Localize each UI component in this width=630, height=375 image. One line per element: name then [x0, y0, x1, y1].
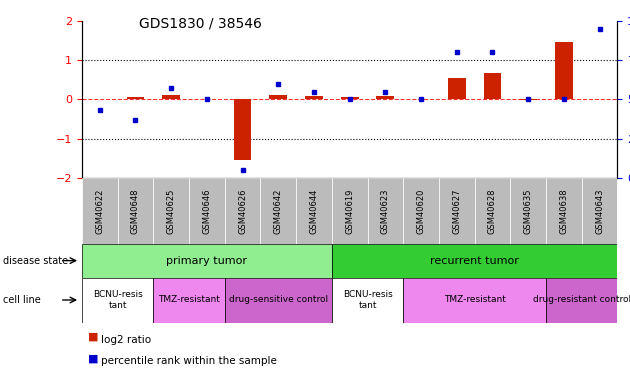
Text: drug-resistant control: drug-resistant control — [532, 296, 630, 304]
Text: GSM40625: GSM40625 — [167, 188, 176, 234]
Text: ■: ■ — [88, 332, 99, 342]
Text: GSM40626: GSM40626 — [238, 188, 247, 234]
Bar — [82, 244, 332, 278]
Text: GSM40644: GSM40644 — [309, 188, 318, 234]
Bar — [296, 178, 332, 244]
Text: GSM40620: GSM40620 — [416, 188, 425, 234]
Bar — [225, 178, 260, 244]
Text: GSM40646: GSM40646 — [202, 188, 211, 234]
Bar — [555, 42, 573, 99]
Bar — [341, 98, 358, 99]
Bar — [581, 178, 617, 244]
Text: ■: ■ — [88, 354, 99, 363]
Bar — [546, 178, 581, 244]
Text: GSM40635: GSM40635 — [524, 188, 532, 234]
Bar — [332, 178, 367, 244]
Bar — [332, 244, 617, 278]
Text: GSM40623: GSM40623 — [381, 188, 390, 234]
Text: recurrent tumor: recurrent tumor — [430, 256, 519, 266]
Bar — [260, 178, 296, 244]
Text: BCNU-resis
tant: BCNU-resis tant — [343, 290, 392, 310]
Text: TMZ-resistant: TMZ-resistant — [444, 296, 505, 304]
Bar — [153, 278, 225, 322]
Text: GSM40627: GSM40627 — [452, 188, 461, 234]
Text: TMZ-resistant: TMZ-resistant — [158, 296, 220, 304]
Bar — [118, 178, 153, 244]
Bar — [403, 278, 546, 322]
Bar — [519, 99, 537, 100]
Bar — [439, 178, 474, 244]
Text: primary tumor: primary tumor — [166, 256, 248, 266]
Bar — [474, 178, 510, 244]
Bar — [189, 178, 225, 244]
Text: GSM40622: GSM40622 — [95, 188, 104, 234]
Bar — [305, 96, 323, 99]
Text: BCNU-resis
tant: BCNU-resis tant — [93, 290, 142, 310]
Bar — [546, 278, 617, 322]
Text: GSM40628: GSM40628 — [488, 188, 497, 234]
Bar — [225, 278, 332, 322]
Bar — [234, 99, 251, 160]
Bar — [484, 73, 501, 99]
Bar — [270, 94, 287, 99]
Bar — [332, 278, 403, 322]
Bar — [510, 178, 546, 244]
Text: GSM40642: GSM40642 — [274, 188, 283, 234]
Bar — [127, 98, 144, 99]
Text: disease state: disease state — [3, 256, 68, 266]
Text: GSM40648: GSM40648 — [131, 188, 140, 234]
Text: percentile rank within the sample: percentile rank within the sample — [101, 357, 277, 366]
Text: log2 ratio: log2 ratio — [101, 334, 151, 345]
Bar — [403, 178, 439, 244]
Bar — [163, 94, 180, 99]
Bar — [82, 178, 118, 244]
Text: GDS1830 / 38546: GDS1830 / 38546 — [139, 17, 261, 31]
Text: drug-sensitive control: drug-sensitive control — [229, 296, 328, 304]
Text: GSM40643: GSM40643 — [595, 188, 604, 234]
Bar — [153, 178, 189, 244]
Text: GSM40619: GSM40619 — [345, 188, 354, 234]
Bar — [448, 78, 466, 99]
Bar — [82, 278, 153, 322]
Bar — [377, 96, 394, 99]
Text: cell line: cell line — [3, 295, 41, 305]
Text: GSM40638: GSM40638 — [559, 188, 568, 234]
Bar — [367, 178, 403, 244]
